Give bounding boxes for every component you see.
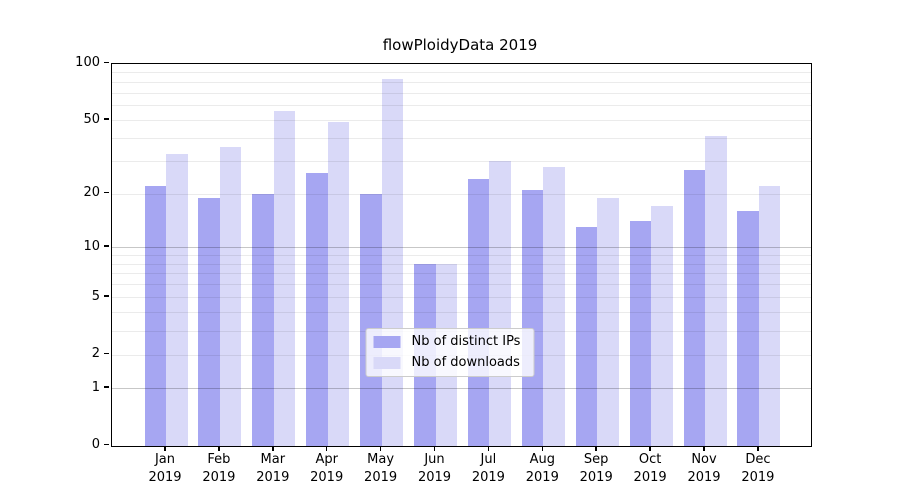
y-tick <box>104 118 109 120</box>
bar-downloads-nov <box>705 136 727 446</box>
major-gridline <box>111 247 811 249</box>
x-tick <box>218 445 220 451</box>
y-tick <box>104 245 109 247</box>
bar-downloads-feb <box>219 146 242 446</box>
legend-swatch-downloads <box>373 357 401 369</box>
plot-area <box>110 62 812 447</box>
y-tick-label: 10 <box>83 238 100 254</box>
legend-label-downloads: Nb of downloads <box>411 355 520 370</box>
y-tick-label: 20 <box>83 185 100 200</box>
minor-gridline <box>111 72 811 74</box>
x-tick-label-feb: Feb 2019 <box>202 452 236 485</box>
x-tick-label-apr: Apr 2019 <box>310 452 344 485</box>
chart-title: flowPloidyData 2019 <box>382 36 538 54</box>
minor-gridline <box>111 193 811 195</box>
x-tick-label-mar: Mar 2019 <box>256 452 290 485</box>
bar-ips-apr <box>306 172 328 446</box>
y-tick-label: 100 <box>75 55 100 70</box>
bar-downloads-jul <box>489 161 511 446</box>
y-tick-label: 1 <box>91 379 100 395</box>
minor-gridline <box>111 297 811 299</box>
minor-gridline <box>111 284 811 286</box>
x-tick-label-oct: Oct 2019 <box>633 452 667 485</box>
bar-ips-jan <box>144 185 166 446</box>
bar-downloads-jan <box>166 153 188 446</box>
major-gridline <box>111 388 811 390</box>
y-tick <box>104 443 109 446</box>
bar-downloads-may <box>381 78 404 446</box>
y-tick-label: 2 <box>91 346 100 362</box>
bar-ips-oct <box>629 221 652 446</box>
y-tick <box>104 295 109 297</box>
bar-downloads-dec <box>758 185 781 446</box>
legend-item-downloads: Nb of downloads <box>367 354 534 372</box>
legend-label-distinct-ips: Nb of distinct IPs <box>411 334 521 349</box>
x-tick-label-jan: Jan 2019 <box>148 452 182 485</box>
bar-ips-dec <box>737 211 759 446</box>
minor-gridline <box>111 120 811 122</box>
y-tick-label: 0 <box>91 437 100 452</box>
minor-gridline <box>111 312 811 314</box>
bar-downloads-sep <box>597 197 619 446</box>
x-tick <box>649 445 651 451</box>
x-tick-label-nov: Nov 2019 <box>687 452 721 485</box>
minor-gridline <box>111 81 811 83</box>
minor-gridline <box>111 105 811 107</box>
y-tick-label: 5 <box>91 288 100 304</box>
bar-ips-jul <box>467 179 490 446</box>
bar-downloads-apr <box>327 121 350 446</box>
minor-gridline <box>111 254 811 256</box>
legend-item-distinct-ips: Nb of distinct IPs <box>367 333 534 351</box>
bar-ips-sep <box>575 227 598 446</box>
x-tick <box>757 445 759 451</box>
x-tick <box>164 445 166 451</box>
x-tick <box>379 445 382 451</box>
legend: Nb of distinct IPs Nb of downloads <box>365 328 535 377</box>
bar-ips-mar <box>252 193 274 446</box>
x-tick <box>595 445 597 451</box>
legend-swatch-distinct-ips <box>373 336 401 348</box>
y-tick <box>104 191 109 194</box>
y-tick <box>104 352 109 355</box>
minor-gridline <box>111 273 811 275</box>
y-tick <box>104 61 109 64</box>
x-tick-label-jun: Jun 2019 <box>417 452 452 485</box>
bar-ips-may <box>360 193 382 446</box>
x-tick <box>272 445 274 451</box>
x-tick-label-may: May 2019 <box>364 452 398 485</box>
x-tick-label-aug: Aug 2019 <box>525 452 559 485</box>
y-tick <box>104 386 109 388</box>
bar-ips-nov <box>683 169 705 446</box>
bar-downloads-mar <box>273 110 296 446</box>
x-tick <box>703 445 705 451</box>
bar-downloads-aug <box>543 166 565 446</box>
bar-ips-aug <box>521 189 544 446</box>
y-tick-label: 50 <box>83 111 100 127</box>
x-tick <box>487 445 490 451</box>
x-tick-label-dec: Dec 2019 <box>741 452 775 485</box>
bar-downloads-oct <box>651 206 673 446</box>
minor-gridline <box>111 263 811 265</box>
minor-gridline <box>111 92 811 94</box>
x-tick <box>325 445 328 451</box>
minor-gridline <box>111 161 811 163</box>
x-tick-label-sep: Sep 2019 <box>579 452 613 485</box>
minor-gridline <box>111 138 811 140</box>
x-tick <box>541 445 544 451</box>
x-tick <box>433 445 436 451</box>
x-tick-label-jul: Jul 2019 <box>471 452 505 485</box>
bar-ips-feb <box>198 197 220 446</box>
